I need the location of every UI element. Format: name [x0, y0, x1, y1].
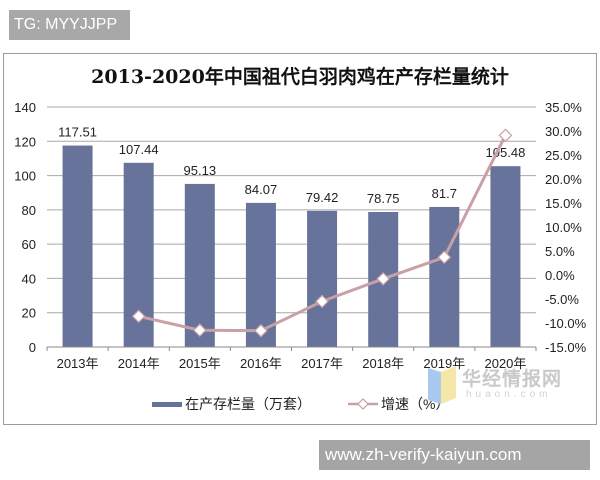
bar — [307, 210, 338, 347]
diamond-marker-icon — [131, 309, 146, 324]
diamond-marker-icon — [376, 271, 391, 286]
x-axis-tick: 2016年 — [240, 356, 282, 371]
legend: 在产存栏量（万套） 增速（%） — [152, 396, 449, 412]
diamond-marker-icon — [254, 323, 268, 338]
watermark-domain: huaon.com — [466, 389, 552, 400]
legend-bar-swatch-icon — [152, 402, 182, 407]
x-axis-tick: 2017年 — [301, 356, 343, 371]
right-axis-tick: 20.0% — [545, 172, 582, 187]
left-axis-tick: 80 — [22, 203, 36, 218]
x-axis-tick: 2020年 — [484, 356, 526, 371]
right-axis-tick: 35.0% — [545, 100, 582, 115]
legend-bar-label: 在产存栏量（万套） — [185, 396, 311, 412]
bar — [490, 166, 521, 347]
diamond-marker-icon — [498, 128, 513, 143]
bar-value-label: 84.07 — [245, 182, 278, 197]
left-axis-tick: 140 — [14, 100, 36, 115]
diamond-marker-icon — [192, 323, 207, 338]
gridlines — [47, 106, 536, 314]
diamond-marker-icon — [315, 294, 329, 309]
bar-value-label: 95.13 — [184, 163, 217, 178]
left-axis-tick: 60 — [22, 237, 36, 252]
right-axis-tick: 15.0% — [545, 196, 582, 211]
growth-line-series — [131, 128, 513, 338]
right-axis-tick: -10.0% — [545, 316, 587, 331]
bar-series — [62, 145, 521, 347]
left-axis-tick: 0 — [29, 340, 36, 355]
bar-value-label: 78.75 — [367, 191, 400, 206]
right-axis-tick: 10.0% — [545, 220, 582, 235]
bar-value-label: 105.48 — [486, 145, 526, 160]
bar — [429, 206, 460, 347]
left-axis-tick: 100 — [14, 169, 36, 184]
left-axis-tick: 120 — [14, 134, 36, 149]
bar-value-labels: 117.51 107.44 95.13 84.07 79.42 78.75 81.7 105.… — [58, 125, 525, 206]
tg-badge: TG: MYYJJPP — [9, 10, 130, 40]
x-axis-tick: 2013年 — [57, 356, 99, 371]
right-axis-tick: 30.0% — [545, 124, 582, 139]
left-axis-tick: 20 — [22, 306, 36, 321]
x-axis-tick: 2018年 — [362, 356, 404, 371]
right-axis: -15.0% -10.0% -5.0% 0.0% 5.0% 10.0% 15.0% 20.0%… — [545, 100, 587, 355]
left-axis-tick: 40 — [22, 271, 36, 286]
x-axis-tick: 2014年 — [118, 356, 160, 371]
url-badge: www.zh-verify-kaiyun.com — [319, 440, 590, 470]
bar-value-label: 79.42 — [306, 190, 339, 205]
right-axis-tick: -15.0% — [545, 340, 587, 355]
diamond-marker-icon — [437, 250, 452, 265]
bar-value-label: 117.51 — [58, 125, 97, 140]
x-axis-tick: 2015年 — [179, 356, 221, 371]
watermark-logo-icon — [428, 366, 456, 404]
chart-title: 2013-2020年中国祖代白羽肉鸡在产存栏量统计 — [91, 66, 509, 88]
right-axis-tick: 0.0% — [545, 268, 575, 283]
bar — [245, 202, 276, 347]
watermark-text: 华经情报网 — [462, 369, 563, 390]
bar — [184, 183, 215, 347]
left-axis: 0 20 40 60 80 100 120 140 — [14, 100, 36, 355]
legend-diamond-icon — [357, 398, 369, 410]
bar — [62, 145, 93, 347]
bar-value-label: 107.44 — [119, 142, 159, 157]
bar-value-label: 81.7 — [432, 186, 457, 201]
right-axis-tick: 5.0% — [545, 244, 575, 259]
right-axis-tick: -5.0% — [545, 292, 579, 307]
right-axis-tick: 25.0% — [545, 148, 582, 163]
